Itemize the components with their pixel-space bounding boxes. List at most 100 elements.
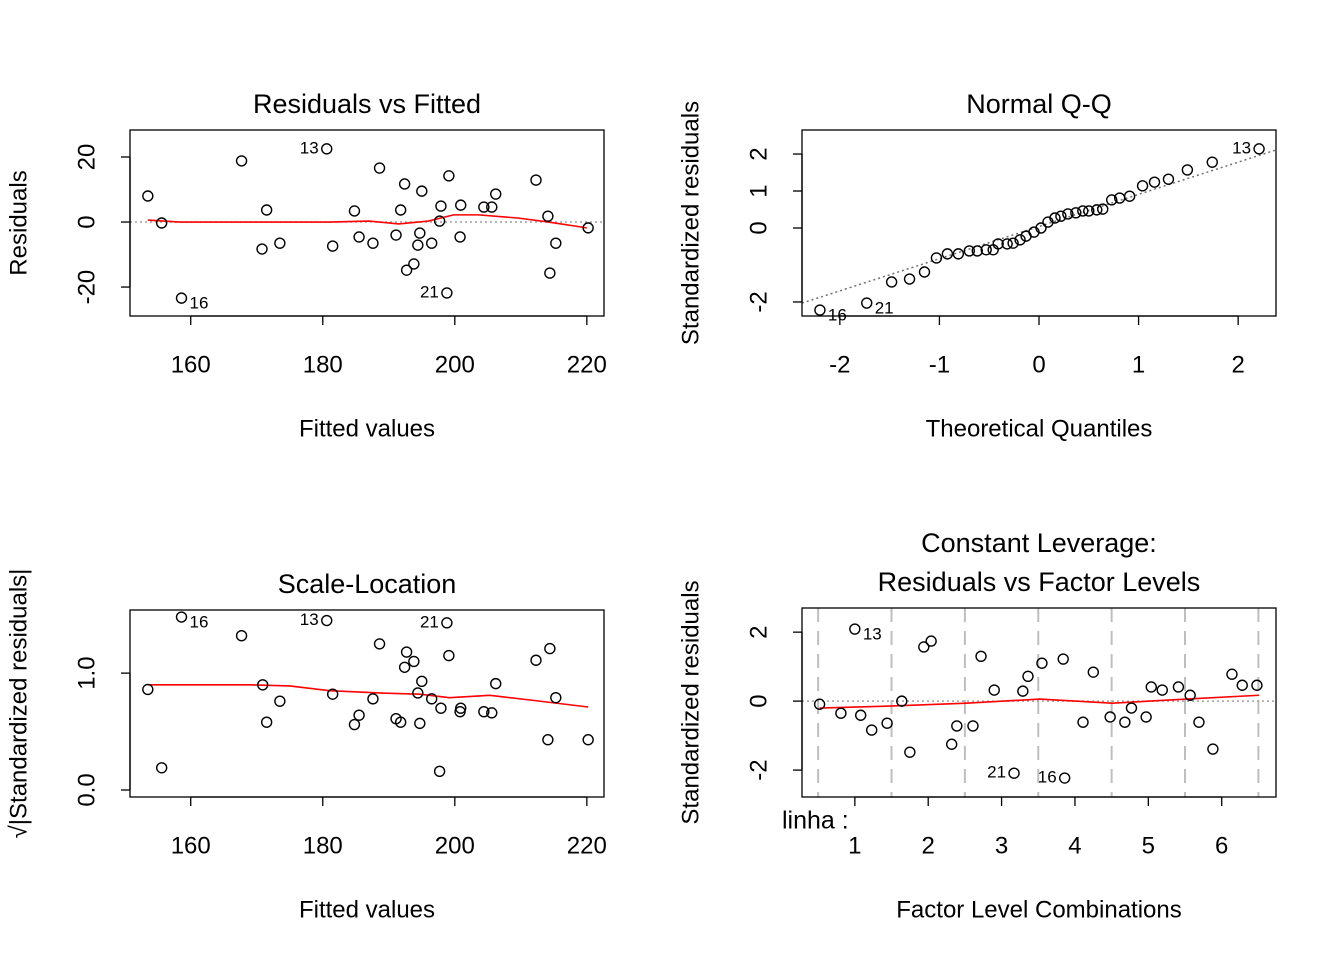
point	[903, 273, 916, 285]
point	[348, 718, 361, 731]
point	[441, 617, 453, 629]
point	[367, 237, 379, 249]
x-tick-label: 4	[1068, 832, 1081, 859]
point	[945, 738, 958, 750]
point	[1049, 212, 1061, 224]
point	[256, 679, 269, 691]
point	[486, 707, 498, 719]
x-tick-label: 5	[1142, 832, 1155, 859]
point	[582, 734, 594, 746]
point	[478, 201, 490, 213]
point	[1123, 190, 1136, 202]
x-tick-label: 200	[435, 351, 475, 378]
point	[416, 185, 428, 197]
point	[1184, 689, 1196, 701]
point-label: 21	[875, 299, 894, 318]
factor-label: linha :	[782, 807, 849, 835]
y-axis-label: √|Standardized residuals|	[5, 569, 32, 839]
point	[373, 162, 386, 174]
point	[1207, 743, 1219, 755]
y-tick-label: 0	[745, 221, 772, 234]
point	[544, 642, 556, 655]
x-tick-label: 180	[303, 832, 343, 859]
point	[235, 630, 248, 642]
point	[175, 292, 188, 304]
point	[992, 238, 1004, 250]
point	[881, 717, 893, 729]
point	[373, 638, 386, 650]
point	[1253, 143, 1265, 155]
point	[390, 229, 402, 241]
point	[455, 199, 467, 211]
x-tick-label: 180	[303, 351, 343, 378]
point	[478, 705, 490, 718]
point	[326, 240, 339, 252]
point	[1193, 716, 1205, 728]
point	[1172, 681, 1185, 693]
point	[408, 655, 420, 668]
point	[988, 684, 1000, 696]
point	[1226, 668, 1238, 680]
point	[155, 217, 168, 229]
x-tick-label: 3	[995, 832, 1008, 859]
point	[256, 243, 268, 255]
x-tick-label: 0	[1032, 351, 1045, 378]
y-tick-label: -2	[745, 291, 772, 312]
point	[930, 252, 943, 264]
smooth-line	[147, 214, 587, 229]
point	[414, 227, 426, 239]
point	[398, 178, 411, 190]
point	[367, 693, 379, 705]
point	[1206, 156, 1218, 168]
point	[1136, 180, 1149, 192]
y-tick-label: 2	[745, 625, 772, 638]
point	[1148, 176, 1161, 188]
x-tick-label: 200	[435, 832, 475, 859]
point	[400, 264, 413, 276]
point	[433, 215, 446, 227]
point	[260, 204, 273, 216]
point	[425, 693, 438, 705]
y-tick-label: 2	[745, 147, 772, 160]
point	[1119, 716, 1131, 728]
point-label: 16	[828, 306, 847, 325]
point	[918, 266, 931, 278]
point	[814, 304, 826, 316]
point	[918, 641, 930, 653]
point-label: 21	[420, 282, 439, 301]
point	[441, 287, 453, 299]
point	[980, 244, 992, 256]
x-tick-label: 1	[1132, 351, 1145, 378]
y-tick-label: 0	[73, 215, 100, 228]
point	[582, 222, 594, 234]
panel-title: Scale-Location	[278, 569, 457, 599]
point	[274, 695, 286, 707]
point	[835, 707, 847, 719]
point	[175, 611, 188, 623]
point	[1036, 657, 1048, 669]
plot-frame	[129, 609, 605, 798]
point	[1062, 208, 1074, 220]
point	[544, 267, 556, 279]
point	[1055, 210, 1067, 222]
point	[353, 709, 365, 721]
point-label: 21	[987, 763, 1006, 782]
point	[550, 237, 562, 249]
point	[1017, 685, 1029, 697]
point	[1181, 164, 1194, 176]
point	[408, 258, 420, 270]
point	[1104, 711, 1116, 723]
point	[1022, 670, 1034, 682]
point	[1087, 666, 1099, 678]
point	[1091, 204, 1103, 216]
point	[142, 190, 154, 202]
y-axis-label: Residuals	[5, 170, 32, 275]
smooth-line	[147, 683, 589, 708]
point-label: 13	[1232, 138, 1251, 157]
point	[414, 717, 426, 730]
x-tick-label: 2	[922, 832, 935, 859]
point	[951, 720, 963, 732]
point	[861, 297, 873, 309]
point	[1162, 173, 1175, 185]
y-tick-label: 1	[745, 184, 772, 197]
